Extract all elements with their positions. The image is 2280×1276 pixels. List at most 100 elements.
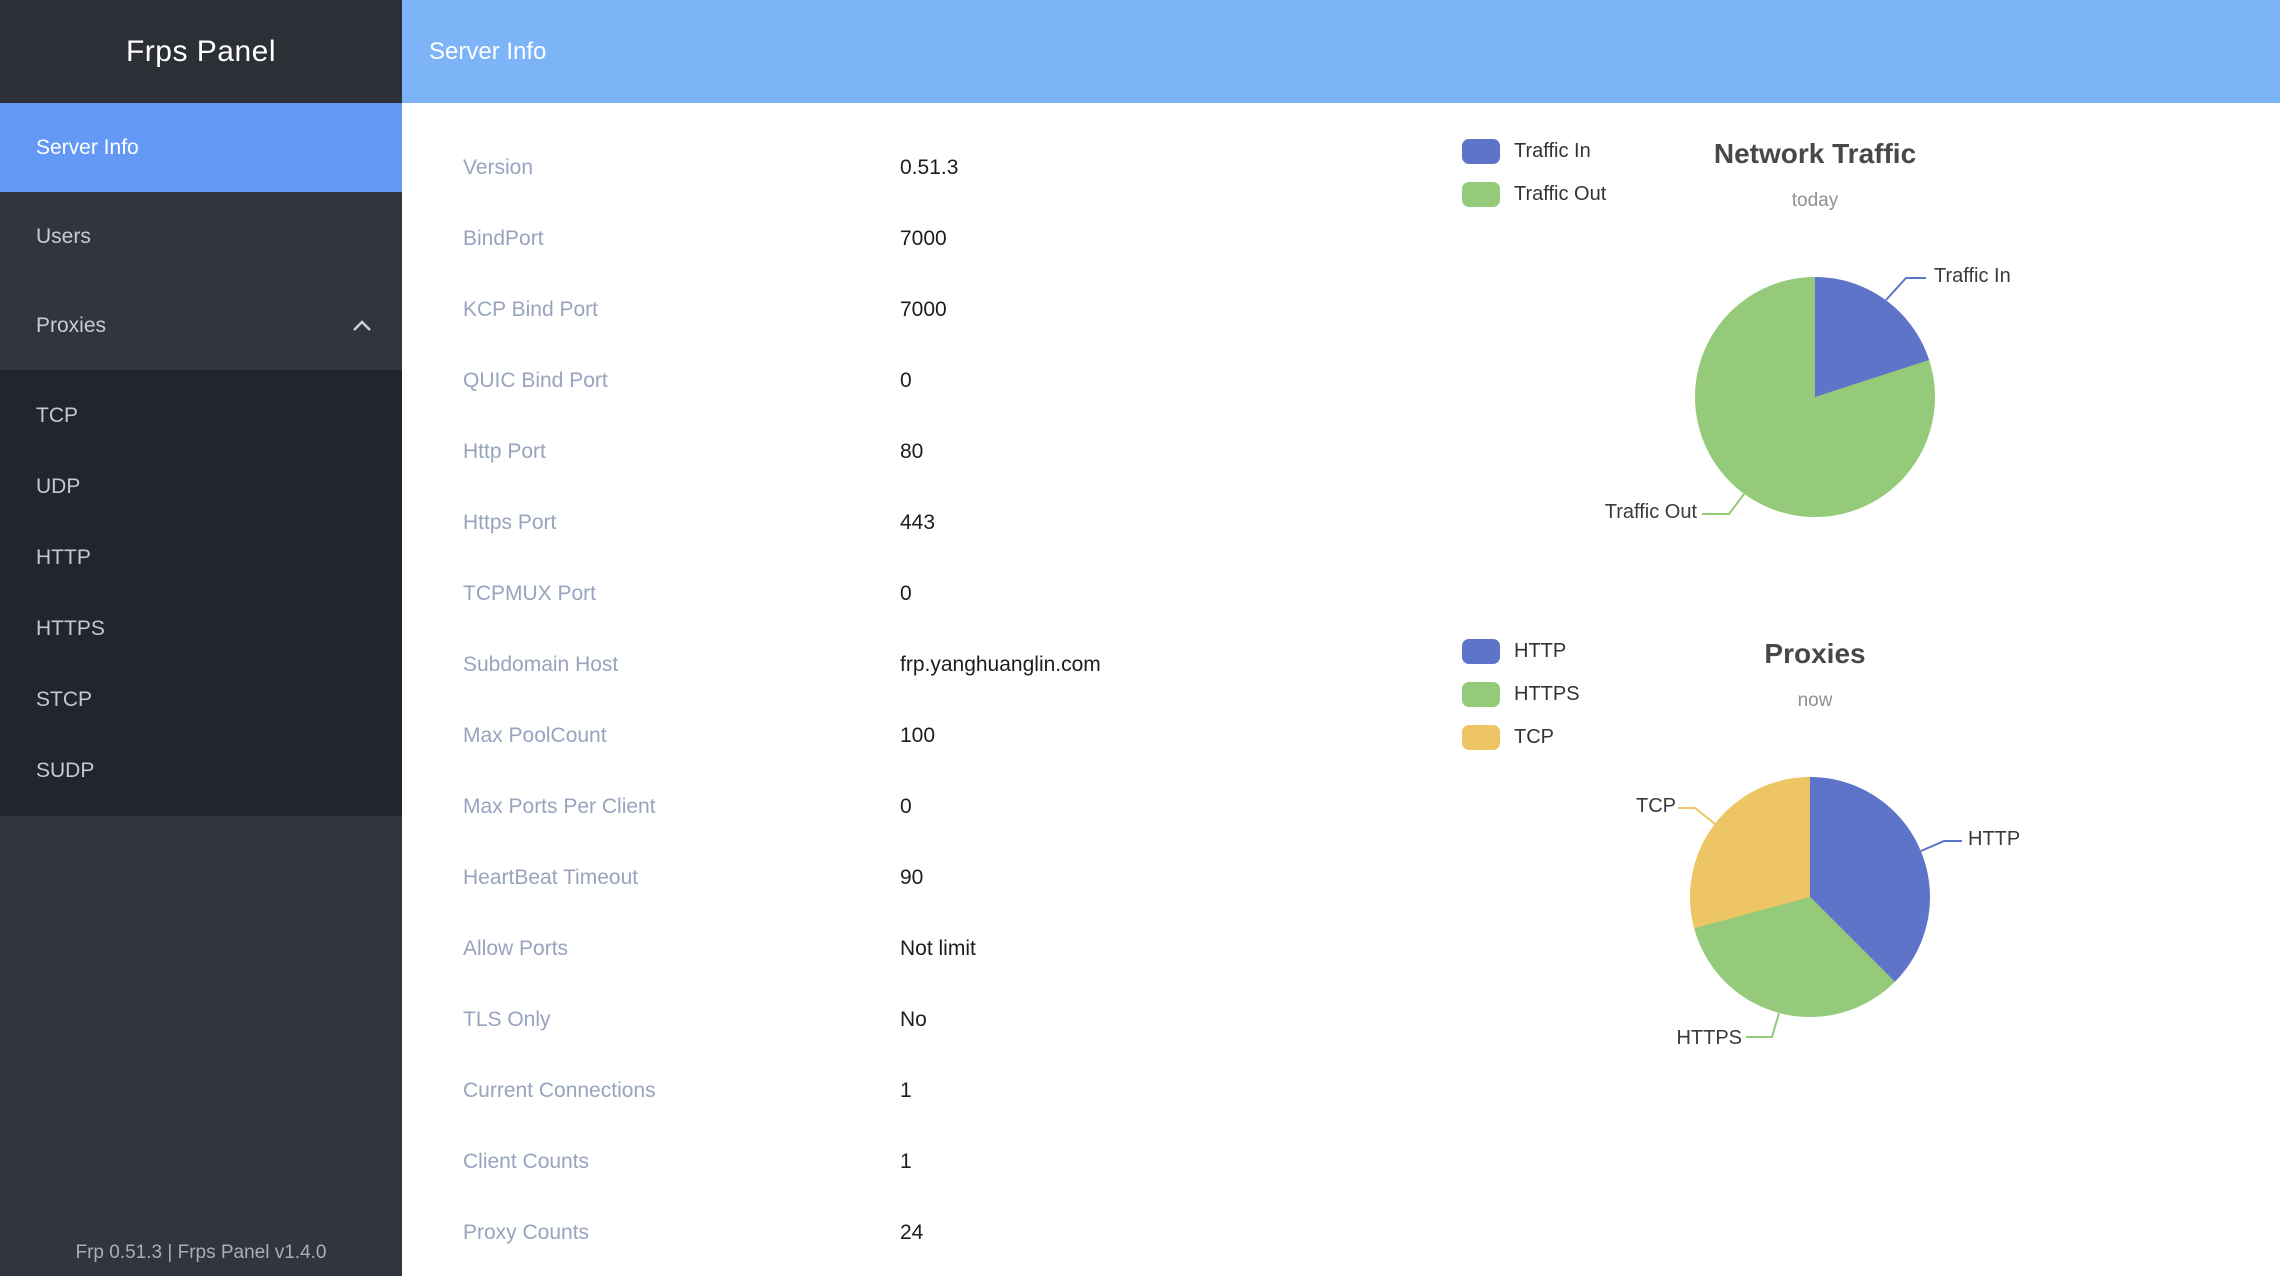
sidebar-item-udp[interactable]: UDP	[36, 474, 81, 498]
chart-subtitle: today	[1791, 190, 1839, 211]
pie-label-tcp: TCP	[1636, 795, 1676, 817]
connector-traffic-out	[1702, 493, 1745, 515]
field-value: 443	[900, 510, 936, 534]
network-traffic-chart: Traffic In Traffic Out Network Traffic t…	[1450, 120, 2280, 620]
page-header: Server Info	[402, 0, 2280, 103]
server-info-row: Max PoolCount 100	[463, 700, 1423, 771]
network-traffic-pie[interactable]	[1695, 277, 1935, 517]
field-value: 7000	[900, 226, 947, 250]
field-label: KCP Bind Port	[463, 297, 599, 321]
field-label: Subdomain Host	[463, 652, 619, 676]
server-info-row: Current Connections 1	[463, 1055, 1423, 1126]
sidebar-item-users[interactable]: Users	[0, 192, 402, 281]
legend-swatch	[1462, 681, 1500, 707]
field-label: HeartBeat Timeout	[463, 865, 639, 889]
legend-item-http[interactable]: HTTP	[1462, 638, 1580, 664]
field-label: Allow Ports	[463, 936, 569, 960]
field-value: 0.51.3	[900, 155, 959, 179]
server-info-row: Https Port 443	[463, 487, 1423, 558]
connector-tcp	[1678, 807, 1716, 825]
legend-item-traffic-out[interactable]: Traffic Out	[1462, 181, 1606, 207]
server-info-row: Http Port 80	[463, 416, 1423, 487]
version-footer: Frp 0.51.3 | Frps Panel v1.4.0	[75, 1242, 327, 1263]
server-info-row: Subdomain Host frp.yanghuanglin.com	[463, 629, 1423, 700]
pie-label-traffic-out: Traffic Out	[1604, 501, 1697, 523]
main-area: Server Info Version 0.51.3 BindPort 7000…	[402, 0, 2280, 1276]
sidebar-item-proxies[interactable]: Proxies	[0, 281, 402, 370]
sidebar-item-label: Users	[36, 224, 91, 248]
pie-label-traffic-in: Traffic In	[1934, 265, 2011, 287]
server-info-row: Max Ports Per Client 0	[463, 771, 1423, 842]
legend-swatch	[1462, 638, 1500, 664]
sidebar: Frps Panel Server Info Users Proxies TCP	[0, 0, 402, 1276]
server-info-row: HeartBeat Timeout 90	[463, 842, 1423, 913]
field-value: 1	[900, 1078, 912, 1102]
server-info-list: Version 0.51.3 BindPort 7000 KCP Bind Po…	[463, 132, 1423, 1268]
server-info-row: Version 0.51.3	[463, 132, 1423, 203]
server-info-row: Client Counts 1	[463, 1126, 1423, 1197]
proxies-pie[interactable]	[1690, 777, 1930, 1017]
field-value: 0	[900, 794, 912, 818]
field-value: 80	[900, 439, 924, 463]
connector-traffic-in	[1885, 277, 1926, 301]
field-label: TCPMUX Port	[463, 581, 597, 605]
sidebar-item-server-info[interactable]: Server Info	[0, 103, 402, 192]
server-info-row: Proxy Counts 24	[463, 1197, 1423, 1268]
field-label: BindPort	[463, 226, 544, 250]
chart-subtitle: now	[1797, 690, 1833, 711]
sidebar-item-sudp[interactable]: SUDP	[36, 758, 95, 782]
app-title: Frps Panel	[0, 0, 402, 103]
field-label: Client Counts	[463, 1149, 590, 1173]
sidebar-item-tcp[interactable]: TCP	[36, 403, 78, 427]
legend-swatch	[1462, 138, 1500, 164]
server-info-row: KCP Bind Port 7000	[463, 274, 1423, 345]
sidebar-item-label: Server Info	[36, 135, 139, 159]
field-value: frp.yanghuanglin.com	[900, 652, 1101, 676]
field-label: QUIC Bind Port	[463, 368, 608, 392]
field-value: 24	[900, 1220, 924, 1244]
legend-swatch	[1462, 724, 1500, 750]
page-title: Server Info	[429, 37, 547, 65]
field-label: Max PoolCount	[463, 723, 607, 747]
field-value: 100	[900, 723, 936, 747]
pie-label-http: HTTP	[1968, 828, 2021, 850]
network-traffic-legend: Traffic In Traffic Out	[1462, 138, 1606, 224]
field-label: TLS Only	[463, 1007, 551, 1031]
field-value: 0	[900, 581, 912, 605]
content: Version 0.51.3 BindPort 7000 KCP Bind Po…	[402, 103, 2280, 1276]
sidebar-item-http[interactable]: HTTP	[36, 545, 91, 569]
connector-http	[1920, 840, 1962, 852]
field-label: Current Connections	[463, 1078, 656, 1102]
legend-item-https[interactable]: HTTPS	[1462, 681, 1580, 707]
field-value: 7000	[900, 297, 947, 321]
chart-title: Proxies	[1764, 638, 1866, 669]
server-info-row: QUIC Bind Port 0	[463, 345, 1423, 416]
sidebar-menu: Server Info Users Proxies TCP UDP	[0, 103, 402, 816]
proxies-chart: HTTP HTTPS TCP Proxies now	[1450, 620, 2280, 1276]
connector-https	[1746, 1012, 1780, 1038]
field-value: 0	[900, 368, 912, 392]
server-info-row: TLS Only No	[463, 984, 1423, 1055]
server-info-row: BindPort 7000	[463, 203, 1423, 274]
field-value: 1	[900, 1149, 912, 1173]
legend-item-tcp[interactable]: TCP	[1462, 724, 1580, 750]
server-info-row: Allow Ports Not limit	[463, 913, 1423, 984]
proxies-legend: HTTP HTTPS TCP	[1462, 638, 1580, 767]
chevron-up-icon	[352, 319, 372, 332]
field-label: Max Ports Per Client	[463, 794, 656, 818]
sidebar-item-https[interactable]: HTTPS	[36, 616, 105, 640]
field-value: No	[900, 1007, 927, 1031]
sidebar-item-stcp[interactable]: STCP	[36, 687, 93, 711]
proxies-submenu: TCP UDP HTTP HTTPS STCP SUDP	[0, 370, 402, 816]
field-label: Http Port	[463, 439, 546, 463]
sidebar-item-label: Proxies	[36, 313, 107, 337]
legend-item-traffic-in[interactable]: Traffic In	[1462, 138, 1606, 164]
pie-label-https: HTTPS	[1676, 1027, 1742, 1049]
field-label: Version	[463, 155, 534, 179]
chart-title: Network Traffic	[1713, 138, 1917, 169]
field-value: Not limit	[900, 936, 976, 960]
legend-swatch	[1462, 181, 1500, 207]
field-label: Proxy Counts	[463, 1220, 590, 1244]
field-value: 90	[900, 865, 924, 889]
